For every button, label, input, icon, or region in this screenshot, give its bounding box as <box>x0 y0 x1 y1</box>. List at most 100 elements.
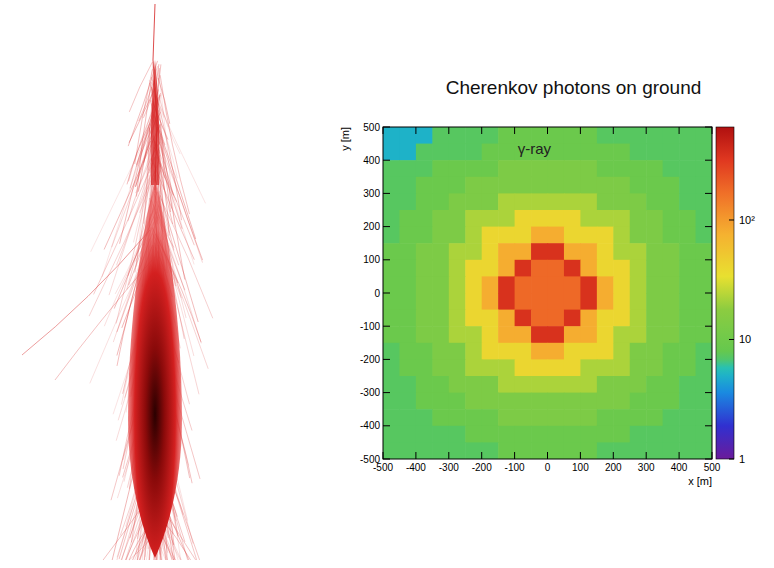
heat-cell <box>696 210 712 227</box>
heat-cell <box>515 193 532 210</box>
heat-cell <box>465 144 482 161</box>
heat-cell <box>564 144 581 161</box>
heat-cell <box>663 310 680 327</box>
heat-cell <box>613 359 630 376</box>
heat-cell <box>646 326 663 343</box>
y-axis-title: y [m] <box>339 127 351 151</box>
heat-cell <box>663 177 680 194</box>
heat-cell <box>482 376 499 393</box>
heat-cell <box>449 442 466 459</box>
heat-cell <box>630 359 647 376</box>
y-tick-label: -400 <box>360 420 380 431</box>
heat-cell <box>580 359 597 376</box>
heat-cell <box>515 376 532 393</box>
heat-cell <box>564 193 581 210</box>
heat-cell <box>679 326 696 343</box>
heat-cell <box>630 376 647 393</box>
heat-cell <box>515 260 532 277</box>
air-shower <box>22 4 213 560</box>
heat-cell <box>548 160 565 177</box>
heat-cell <box>465 193 482 210</box>
y-tick-label: 200 <box>363 221 380 232</box>
heat-cell <box>679 376 696 393</box>
heat-cell <box>580 276 597 293</box>
heat-cell <box>564 310 581 327</box>
heat-cell <box>498 177 515 194</box>
heat-cell <box>399 177 416 194</box>
y-tick <box>383 193 390 194</box>
heat-cell <box>646 359 663 376</box>
heat-cell <box>498 359 515 376</box>
heat-cell <box>482 177 499 194</box>
heat-cell <box>580 210 597 227</box>
y-tick <box>705 127 712 128</box>
heat-cell <box>416 260 433 277</box>
heat-cell <box>449 359 466 376</box>
heat-cell <box>498 376 515 393</box>
heat-cell <box>416 409 433 426</box>
heat-cell <box>646 243 663 260</box>
heat-cell <box>399 160 416 177</box>
heat-cell <box>482 210 499 227</box>
heat-cell <box>383 276 400 293</box>
y-tick <box>705 392 712 393</box>
heat-cell <box>597 426 614 443</box>
y-tick-label: -100 <box>360 321 380 332</box>
heat-cell <box>482 144 499 161</box>
heat-cell <box>383 243 400 260</box>
heat-cell <box>515 426 532 443</box>
heat-cell <box>383 393 400 410</box>
heat-cell <box>696 310 712 327</box>
heat-cell <box>515 393 532 410</box>
heat-cell <box>399 260 416 277</box>
heat-cell <box>663 144 680 161</box>
heat-cell <box>416 293 433 310</box>
heat-cell <box>548 276 565 293</box>
heat-cell <box>482 359 499 376</box>
heat-cell <box>449 409 466 426</box>
heat-cell <box>564 426 581 443</box>
heat-cell <box>498 293 515 310</box>
heat-cell <box>399 376 416 393</box>
heat-cell <box>548 243 565 260</box>
heat-cell <box>613 210 630 227</box>
heat-cell <box>597 260 614 277</box>
heat-cell <box>432 426 449 443</box>
heat-cell <box>564 160 581 177</box>
heat-cell <box>548 293 565 310</box>
heat-cell <box>663 293 680 310</box>
shower-track <box>160 75 189 214</box>
heat-cell <box>580 177 597 194</box>
y-tick <box>383 359 390 360</box>
heat-cell <box>597 193 614 210</box>
x-axis-title: x [m] <box>688 475 712 487</box>
heat-cell <box>613 276 630 293</box>
heat-cell <box>613 343 630 360</box>
heat-cell <box>548 376 565 393</box>
heat-cell <box>449 243 466 260</box>
heat-cell <box>597 359 614 376</box>
y-tick-label: -300 <box>360 387 380 398</box>
heat-cell <box>432 326 449 343</box>
heat-cell <box>679 442 696 459</box>
heat-cell <box>564 442 581 459</box>
heat-cell <box>630 260 647 277</box>
heat-cell <box>548 343 565 360</box>
heat-cell <box>630 193 647 210</box>
heat-cell <box>482 193 499 210</box>
heat-cell <box>663 193 680 210</box>
heat-cell <box>663 343 680 360</box>
heat-cell <box>399 326 416 343</box>
y-tick-label: 100 <box>363 254 380 265</box>
heat-cell <box>630 409 647 426</box>
heat-cell <box>597 144 614 161</box>
heat-cell <box>663 409 680 426</box>
heat-cell <box>515 227 532 244</box>
heat-cell <box>613 160 630 177</box>
heat-cell <box>679 193 696 210</box>
heat-cell <box>531 326 548 343</box>
heat-cell <box>630 310 647 327</box>
heat-cell <box>564 276 581 293</box>
heat-cell <box>449 227 466 244</box>
heat-cell <box>515 293 532 310</box>
